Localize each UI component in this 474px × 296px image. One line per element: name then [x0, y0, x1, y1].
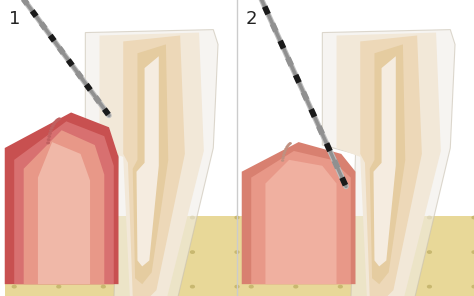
Polygon shape [38, 142, 90, 284]
Circle shape [288, 144, 290, 145]
Circle shape [286, 147, 288, 148]
Circle shape [285, 148, 287, 149]
Polygon shape [265, 160, 337, 284]
Circle shape [191, 285, 194, 288]
Circle shape [383, 251, 387, 253]
Circle shape [51, 127, 53, 129]
Polygon shape [242, 216, 474, 296]
Circle shape [53, 123, 55, 125]
Text: 2: 2 [246, 10, 257, 28]
Circle shape [428, 216, 431, 219]
Circle shape [54, 121, 56, 123]
Circle shape [101, 285, 105, 288]
Circle shape [294, 251, 298, 253]
Polygon shape [137, 56, 159, 266]
Circle shape [146, 216, 150, 219]
Polygon shape [5, 216, 246, 296]
Circle shape [289, 143, 291, 144]
Circle shape [383, 216, 387, 219]
Circle shape [101, 251, 105, 253]
Circle shape [428, 285, 431, 288]
Circle shape [338, 216, 342, 219]
Circle shape [49, 133, 51, 134]
Circle shape [47, 139, 50, 140]
Circle shape [47, 142, 49, 144]
Circle shape [57, 285, 61, 288]
Circle shape [249, 285, 253, 288]
Circle shape [146, 285, 150, 288]
Circle shape [428, 251, 431, 253]
Circle shape [12, 251, 16, 253]
Polygon shape [5, 112, 118, 284]
Circle shape [294, 285, 298, 288]
Circle shape [235, 285, 239, 288]
Circle shape [383, 285, 387, 288]
Circle shape [235, 216, 239, 219]
Circle shape [472, 285, 474, 288]
Circle shape [101, 216, 105, 219]
Polygon shape [123, 36, 185, 296]
Circle shape [282, 157, 284, 158]
Circle shape [57, 119, 59, 120]
Polygon shape [322, 30, 455, 296]
Polygon shape [14, 121, 114, 284]
Polygon shape [370, 44, 405, 284]
Circle shape [282, 160, 283, 161]
Circle shape [284, 150, 286, 152]
Circle shape [338, 285, 342, 288]
Circle shape [472, 251, 474, 253]
Circle shape [338, 251, 342, 253]
Polygon shape [24, 130, 104, 284]
Circle shape [283, 152, 285, 154]
Polygon shape [360, 36, 422, 296]
Polygon shape [100, 33, 204, 296]
Circle shape [146, 251, 150, 253]
Circle shape [294, 216, 298, 219]
Circle shape [50, 130, 52, 131]
Circle shape [12, 216, 16, 219]
Circle shape [48, 136, 50, 137]
Circle shape [55, 120, 58, 121]
Circle shape [472, 216, 474, 219]
Text: 1: 1 [9, 10, 20, 28]
Polygon shape [133, 44, 168, 284]
Circle shape [57, 216, 61, 219]
Circle shape [191, 216, 194, 219]
Circle shape [249, 251, 253, 253]
Polygon shape [251, 151, 351, 284]
Circle shape [287, 145, 289, 146]
Circle shape [235, 251, 239, 253]
Circle shape [57, 251, 61, 253]
Polygon shape [374, 56, 396, 266]
Circle shape [52, 125, 54, 126]
Circle shape [12, 285, 16, 288]
Polygon shape [337, 33, 441, 296]
Polygon shape [85, 30, 218, 296]
Circle shape [191, 251, 194, 253]
Circle shape [283, 155, 284, 156]
Circle shape [249, 216, 253, 219]
Circle shape [58, 118, 61, 120]
Polygon shape [242, 142, 356, 284]
